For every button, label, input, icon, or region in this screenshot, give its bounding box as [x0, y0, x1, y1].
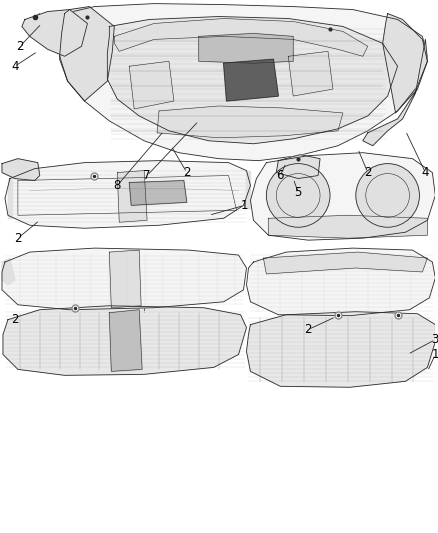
Polygon shape [268, 215, 427, 238]
Text: 4: 4 [422, 166, 429, 179]
Polygon shape [224, 59, 278, 101]
Polygon shape [199, 34, 293, 63]
Polygon shape [60, 4, 427, 160]
Polygon shape [363, 39, 427, 146]
Polygon shape [2, 159, 40, 181]
Polygon shape [251, 152, 435, 240]
Polygon shape [110, 310, 142, 372]
Polygon shape [157, 106, 343, 138]
Circle shape [356, 164, 420, 227]
Polygon shape [114, 19, 368, 56]
Circle shape [266, 164, 330, 227]
Polygon shape [129, 61, 174, 109]
Text: 2: 2 [364, 166, 371, 179]
Polygon shape [247, 171, 251, 208]
Polygon shape [8, 179, 12, 219]
Polygon shape [129, 181, 187, 205]
Polygon shape [3, 306, 247, 375]
Text: 2: 2 [183, 166, 191, 179]
Polygon shape [383, 13, 427, 113]
Polygon shape [117, 171, 147, 222]
Text: 4: 4 [11, 60, 19, 72]
Text: 6: 6 [276, 169, 284, 182]
Text: 1: 1 [431, 348, 438, 361]
Polygon shape [247, 248, 435, 316]
Polygon shape [263, 252, 427, 274]
Polygon shape [2, 248, 247, 310]
Text: 2: 2 [11, 313, 19, 326]
Text: 7: 7 [143, 169, 151, 182]
Polygon shape [60, 6, 114, 101]
Text: 1: 1 [241, 199, 248, 212]
Text: 3: 3 [432, 333, 438, 346]
Text: 2: 2 [14, 232, 21, 245]
Text: 2: 2 [16, 40, 24, 53]
Polygon shape [2, 258, 15, 285]
Text: 8: 8 [113, 179, 121, 192]
Polygon shape [110, 250, 141, 308]
Polygon shape [22, 10, 88, 56]
Polygon shape [247, 312, 435, 387]
Text: 2: 2 [304, 323, 312, 336]
Text: 5: 5 [294, 186, 302, 199]
Polygon shape [288, 51, 333, 96]
Polygon shape [107, 17, 398, 144]
Polygon shape [5, 160, 251, 228]
Polygon shape [276, 155, 320, 179]
